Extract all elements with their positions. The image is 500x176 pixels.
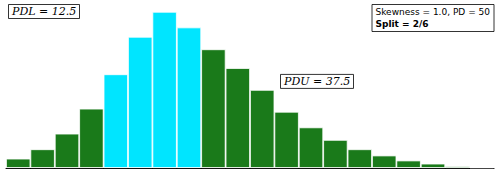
svg-text:PDL = 12.5: PDL = 12.5 [11,5,76,18]
svg-text:PDU = 37.5: PDU = 37.5 [283,75,350,88]
svg-text:Skewness = 1.0, PD = 50: Skewness = 1.0, PD = 50 [376,7,491,17]
svg-text:Split = 2/6: Split = 2/6 [376,19,429,29]
